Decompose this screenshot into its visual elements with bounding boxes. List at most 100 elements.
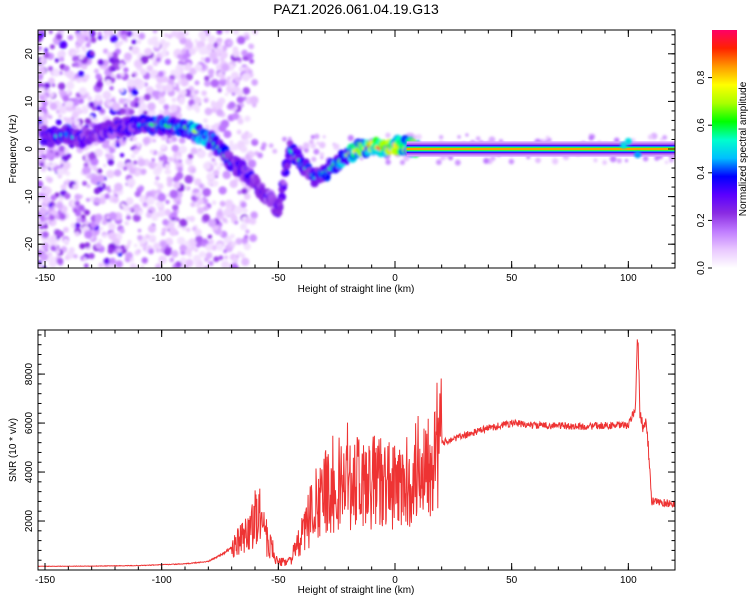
noise-blob <box>57 230 64 238</box>
noise-blob <box>125 197 134 206</box>
noise-blob <box>218 255 224 261</box>
noise-blob <box>508 158 515 165</box>
noise-blob <box>198 46 208 55</box>
noise-blob <box>115 260 123 268</box>
noise-blob <box>142 202 148 207</box>
noise-blob <box>126 178 136 187</box>
noise-blob <box>58 145 65 152</box>
noise-blob <box>114 169 122 177</box>
noise-blob <box>160 144 166 150</box>
noise-blob <box>176 200 181 206</box>
noise-blob <box>302 142 310 150</box>
noise-blob <box>60 183 67 191</box>
noise-blob <box>59 213 67 221</box>
y-tick-label: 10 <box>24 95 35 107</box>
spectrogram-x-ticks: -150 -100 -50 0 50 100 <box>35 30 676 284</box>
noise-blob <box>188 215 196 223</box>
noise-blob <box>140 243 144 248</box>
noise-blob <box>204 265 209 268</box>
noise-blob <box>416 133 422 140</box>
noise-blob <box>208 260 214 267</box>
noise-blob <box>310 134 315 140</box>
noise-blob <box>165 199 170 205</box>
noise-blob <box>547 138 552 142</box>
noise-blob <box>107 247 114 255</box>
noise-blob <box>59 159 65 165</box>
noise-blob <box>78 87 87 96</box>
noise-blob <box>180 78 189 87</box>
noise-blob <box>222 170 231 180</box>
noise-blob <box>114 182 123 192</box>
noise-blob <box>39 252 49 262</box>
noise-blob <box>152 60 159 67</box>
noise-blob <box>73 254 78 259</box>
noise-blob <box>64 192 71 200</box>
noise-blob <box>122 166 128 171</box>
noise-blob <box>59 56 65 62</box>
noise-blob <box>153 242 161 250</box>
noise-blob <box>138 102 147 111</box>
noise-blob <box>133 243 138 248</box>
noise-blob <box>63 65 70 72</box>
spectrogram-x-axis-label: Height of straight line (km) <box>298 284 415 295</box>
noise-blob <box>177 166 183 173</box>
noise-blob <box>136 39 142 45</box>
noise-blob <box>70 222 77 229</box>
noise-blob <box>87 174 93 179</box>
noise-blob <box>249 58 255 64</box>
spectrogram-y-ticks: -20 -10 0 10 20 <box>24 34 675 264</box>
noise-blob <box>119 108 127 115</box>
noise-blob <box>205 243 213 252</box>
noise-blob <box>230 241 237 247</box>
noise-blob <box>272 148 278 154</box>
noise-blob <box>155 176 160 181</box>
noise-blob <box>244 34 250 41</box>
noise-blob <box>157 70 164 77</box>
noise-blob <box>551 158 559 165</box>
noise-blob <box>38 191 41 196</box>
noise-blob <box>465 133 469 137</box>
noise-blob <box>132 136 137 142</box>
noise-blob <box>123 52 132 61</box>
noise-blob <box>153 180 159 186</box>
noise-blob <box>211 200 217 206</box>
noise-blob <box>198 183 205 189</box>
snr-panel: -150 -100 -50 0 50 100 2000 4000 6000 8000 Heigh… <box>8 329 676 596</box>
noise-blob <box>88 252 95 260</box>
noise-blob <box>180 89 187 96</box>
noise-blob <box>149 149 155 154</box>
noise-blob <box>81 64 87 70</box>
noise-blob <box>196 191 203 198</box>
noise-blob <box>74 231 80 237</box>
noise-blob <box>232 46 239 53</box>
noise-blob <box>164 163 171 170</box>
snr-series-line <box>38 339 675 568</box>
noise-blob <box>233 205 243 215</box>
noise-blob <box>115 142 121 148</box>
noise-blob <box>102 163 107 168</box>
noise-blob <box>169 189 179 199</box>
noise-blob <box>149 111 156 118</box>
noise-blob <box>140 168 147 175</box>
noise-blob <box>48 114 53 120</box>
noise-blob <box>251 79 258 86</box>
noise-blob <box>128 207 133 212</box>
noise-blob <box>46 176 53 184</box>
noise-blob <box>218 124 227 133</box>
x-tick-label: 50 <box>506 575 518 586</box>
noise-blob <box>146 65 154 72</box>
noise-blob <box>78 194 83 199</box>
noise-blob <box>202 198 209 205</box>
noise-blob <box>72 55 79 62</box>
noise-blob <box>616 158 622 164</box>
noise-blob <box>192 103 201 111</box>
noise-blob <box>105 79 112 86</box>
noise-blob <box>44 82 51 89</box>
noise-blob <box>58 105 68 115</box>
noise-blob <box>241 72 251 82</box>
noise-blob <box>318 141 326 149</box>
noise-blob <box>86 183 91 188</box>
x-tick-label: 100 <box>620 575 637 586</box>
noise-blob <box>647 134 654 140</box>
noise-blob <box>196 198 204 205</box>
